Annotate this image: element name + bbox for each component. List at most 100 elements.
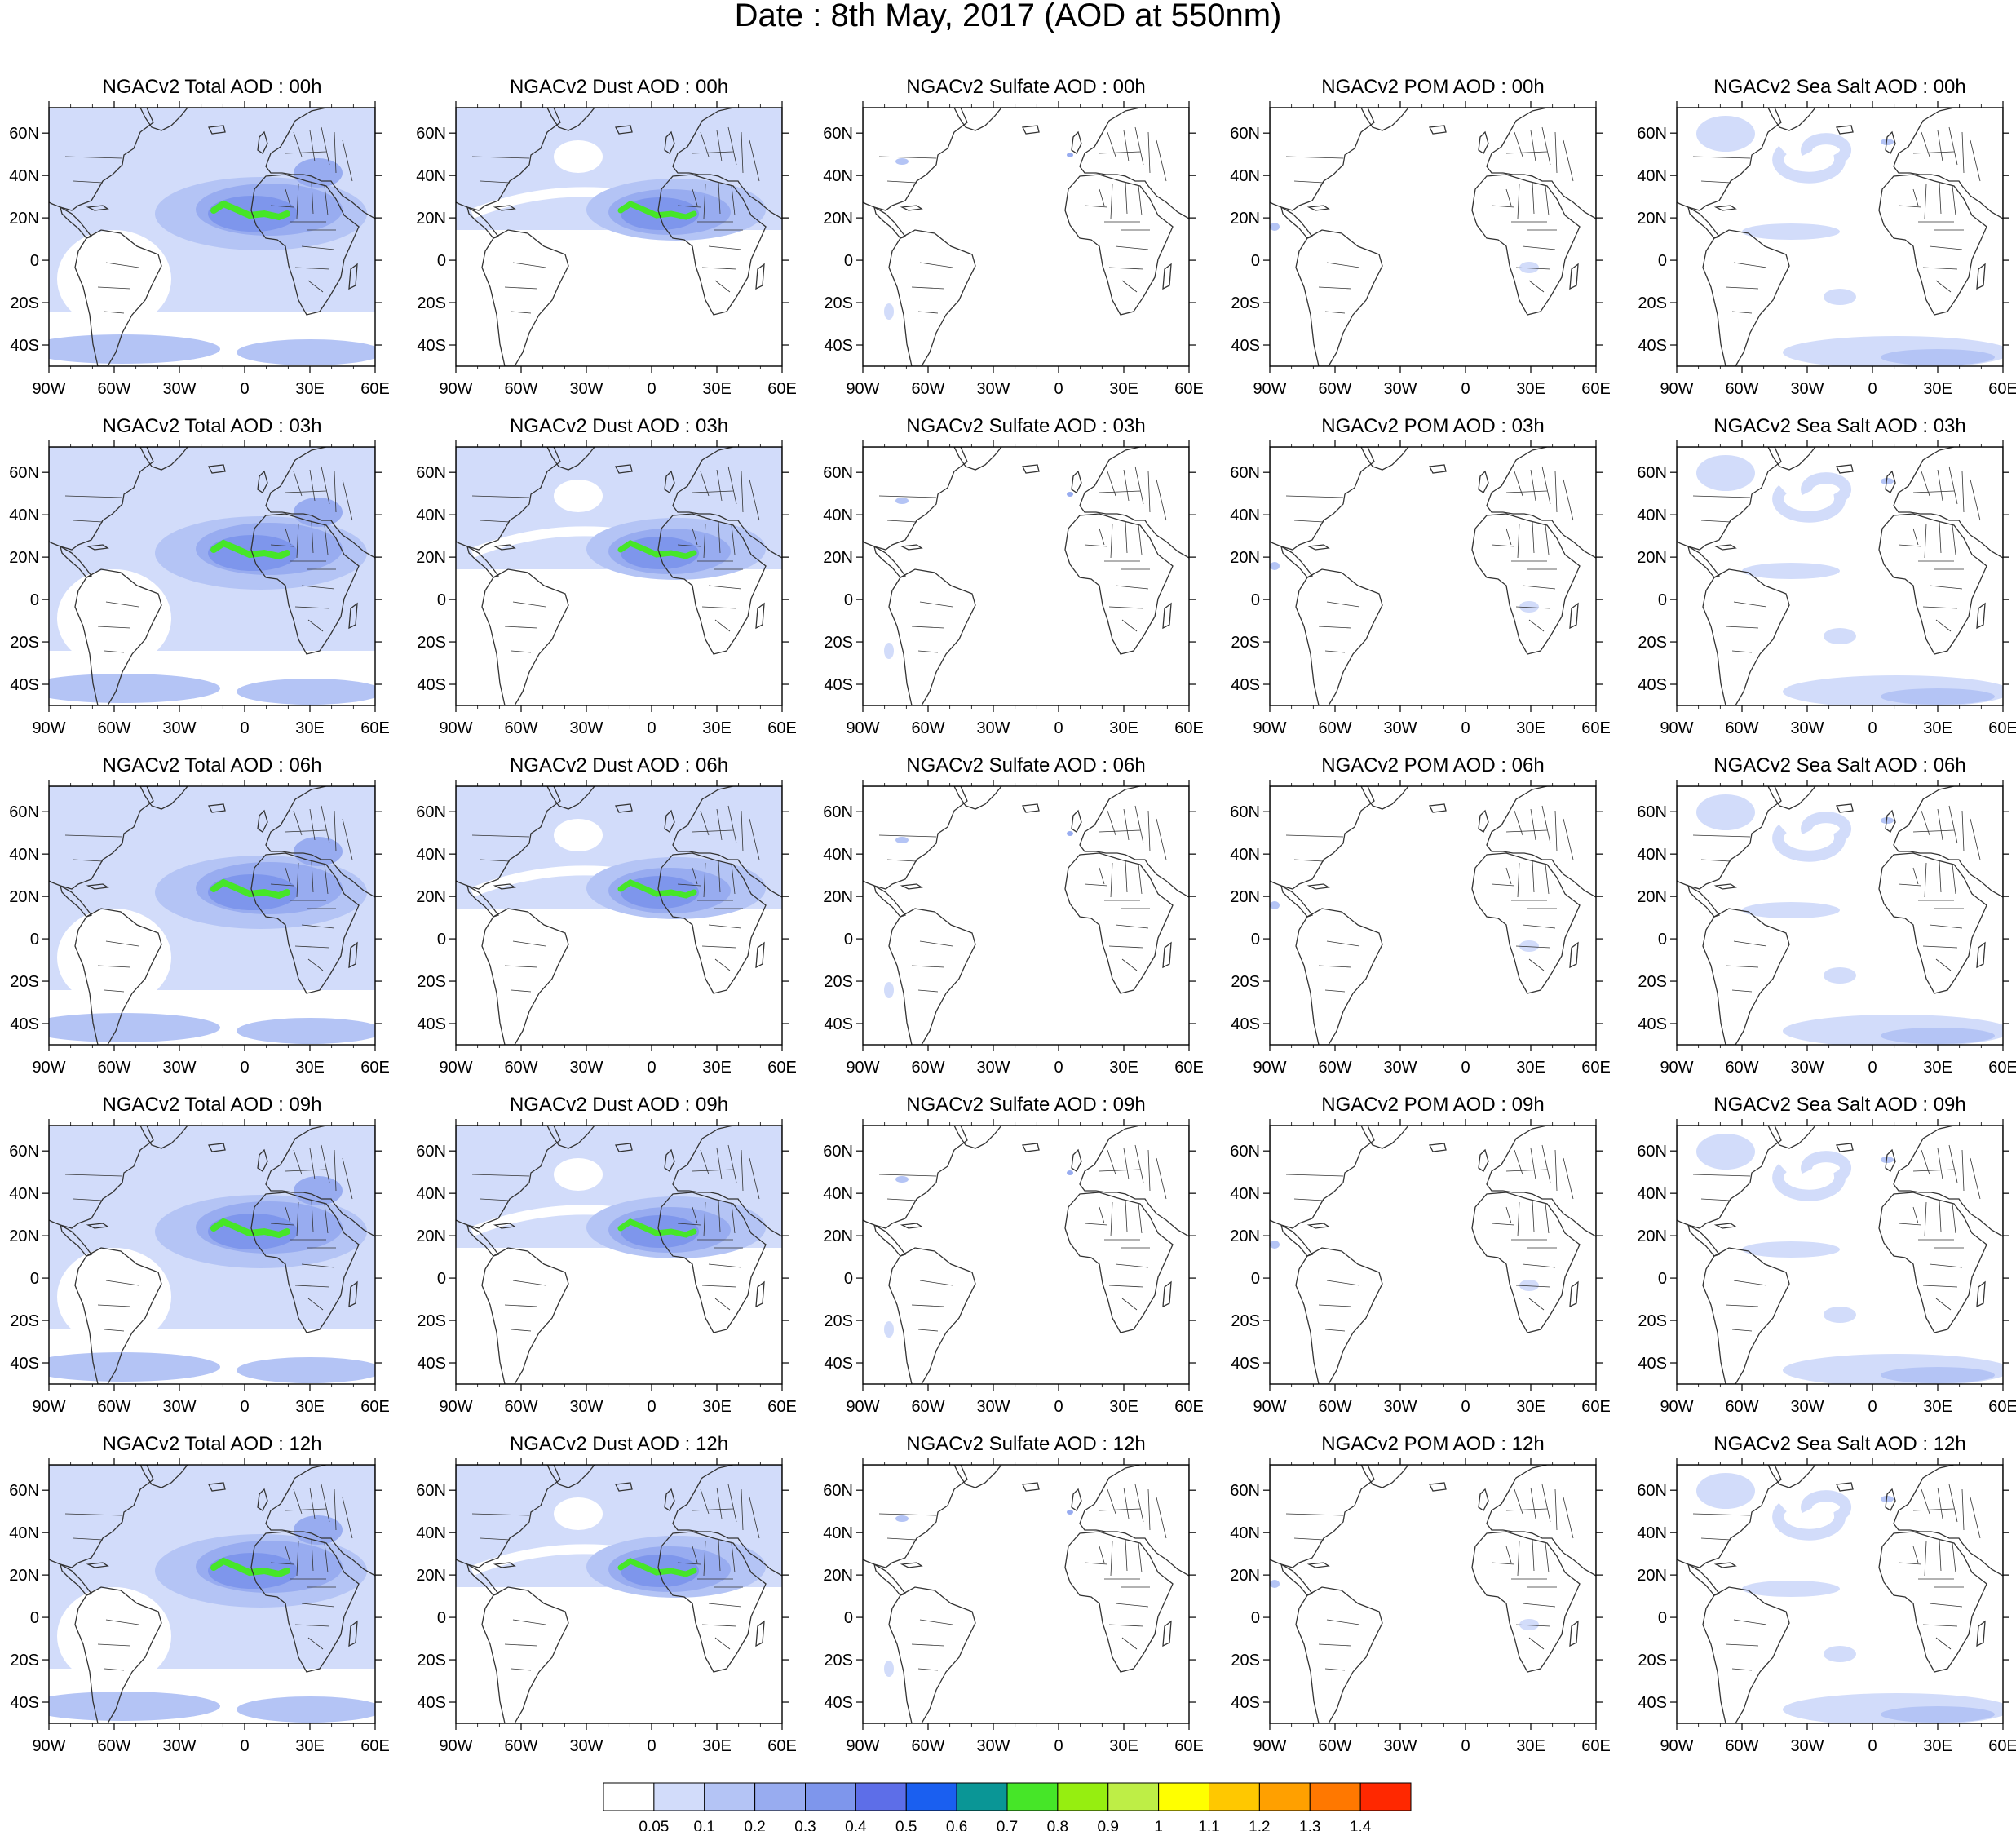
panel-title: NGACv2 Sulfate AOD : 00h <box>906 76 1145 98</box>
lon-tick-label: 30E <box>1109 1737 1138 1755</box>
lon-tick-label: 30E <box>295 719 325 737</box>
lon-tick-label: 60E <box>1581 380 1611 398</box>
lat-tick-label: 20S <box>1638 1312 1667 1330</box>
lon-tick-label: 30W <box>162 1398 196 1416</box>
lat-tick-label: 20N <box>416 210 446 228</box>
map-area <box>49 447 375 705</box>
panel-dust-r4: NGACv2 Dust AOD : 12h 90W 60W 30W 0 30E 60E 60N… <box>416 1433 797 1755</box>
map-frame <box>862 1464 1190 1724</box>
map-frame <box>862 446 1190 706</box>
lon-tick-label: 30E <box>1923 1737 1952 1755</box>
lon-tick-label: 30E <box>295 380 325 398</box>
lat-tick-label: 60N <box>1230 1143 1260 1161</box>
lon-tick-label: 30W <box>569 1059 603 1077</box>
lat-tick-label: 40S <box>10 676 39 694</box>
map-area <box>456 447 782 705</box>
lon-tick-label: 90W <box>1253 1737 1286 1755</box>
panel-sulfate-r2: NGACv2 Sulfate AOD : 06h 90W 60W 30W 0 30E 60E… <box>823 754 1204 1077</box>
lon-tick-label: 60W <box>97 719 130 737</box>
lon-tick-label: 60W <box>504 1059 537 1077</box>
lat-tick-label: 20S <box>1638 634 1667 652</box>
lon-tick-label: 90W <box>846 1398 879 1416</box>
lat-tick-label: 0 <box>1251 1270 1260 1288</box>
lon-tick-label: 90W <box>32 1737 65 1755</box>
lat-tick-label: 40S <box>417 1015 446 1033</box>
lon-tick-label: 30E <box>1109 1059 1138 1077</box>
lat-tick-label: 40N <box>1230 1524 1260 1542</box>
panel-pom-r3: NGACv2 POM AOD : 09h 90W 60W 30W 0 30E 60E 60N 4… <box>1230 1094 1611 1416</box>
lat-tick-label: 40S <box>824 1015 853 1033</box>
panel-title: NGACv2 Dust AOD : 06h <box>510 754 728 776</box>
panel-title: NGACv2 Total AOD : 06h <box>102 754 321 776</box>
lon-tick-label: 60W <box>504 1398 537 1416</box>
panel-total-r3: NGACv2 Total AOD : 09h 90W 60W 30W 0 30E 60E 60… <box>9 1094 390 1416</box>
lat-tick-label: 60N <box>1637 464 1667 482</box>
panel-title: NGACv2 Sea Salt AOD : 09h <box>1713 1094 1965 1116</box>
lat-tick-label: 60N <box>1230 464 1260 482</box>
lon-tick-label: 30E <box>1516 1737 1545 1755</box>
panel-sulfate-r0: NGACv2 Sulfate AOD : 00h 90W 60W 30W 0 30E 60E… <box>823 76 1204 398</box>
panel-pom-r4: NGACv2 POM AOD : 12h 90W 60W 30W 0 30E 60E 60N 4… <box>1230 1433 1611 1755</box>
lon-tick-label: 60W <box>1318 719 1351 737</box>
colorbar-box <box>704 1782 756 1811</box>
lon-tick-label: 30E <box>702 1059 732 1077</box>
map-frame <box>1676 107 2004 367</box>
lat-tick-label: 20S <box>10 294 39 312</box>
panel-pom-r2: NGACv2 POM AOD : 06h 90W 60W 30W 0 30E 60E 60N 4… <box>1230 754 1611 1077</box>
lon-tick-label: 60E <box>360 719 390 737</box>
lon-tick-label: 60W <box>1725 380 1758 398</box>
lon-tick-label: 60W <box>1725 1737 1758 1755</box>
lon-tick-label: 60W <box>1725 719 1758 737</box>
lon-tick-label: 60W <box>911 1398 944 1416</box>
lon-tick-label: 30W <box>162 380 196 398</box>
lon-tick-label: 30W <box>1383 1737 1417 1755</box>
lat-tick-label: 20N <box>823 1567 853 1585</box>
map-frame <box>48 785 376 1046</box>
panel-title: NGACv2 Total AOD : 12h <box>102 1433 321 1455</box>
lat-tick-label: 40S <box>1638 1355 1667 1373</box>
lat-tick-label: 60N <box>416 1143 446 1161</box>
lon-tick-label: 60E <box>767 380 797 398</box>
lat-tick-label: 40N <box>9 1185 39 1203</box>
lat-tick-label: 0 <box>1251 931 1260 949</box>
lon-tick-label: 0 <box>1461 1398 1470 1416</box>
lon-tick-label: 60W <box>1318 1737 1351 1755</box>
lon-tick-label: 60W <box>97 380 130 398</box>
lon-tick-label: 60W <box>911 1737 944 1755</box>
lat-tick-label: 60N <box>9 464 39 482</box>
lat-tick-label: 60N <box>823 125 853 143</box>
lon-tick-label: 60E <box>360 1398 390 1416</box>
lon-tick-label: 0 <box>1054 1398 1063 1416</box>
map-area <box>863 1465 1189 1723</box>
lon-tick-label: 30W <box>162 719 196 737</box>
lat-tick-label: 20S <box>10 973 39 991</box>
lat-tick-label: 20N <box>823 210 853 228</box>
lat-tick-label: 40N <box>1230 846 1260 864</box>
lon-tick-label: 30E <box>702 380 732 398</box>
lon-tick-label: 30W <box>1383 1398 1417 1416</box>
lat-tick-label: 20S <box>824 973 853 991</box>
lon-tick-label: 30E <box>702 1737 732 1755</box>
lat-tick-label: 40S <box>1231 1694 1260 1712</box>
panel-dust-r3: NGACv2 Dust AOD : 09h 90W 60W 30W 0 30E 60E 60N… <box>416 1094 797 1416</box>
lon-tick-label: 0 <box>647 1059 656 1077</box>
map-area <box>863 108 1189 366</box>
lon-tick-label: 60E <box>1581 1398 1611 1416</box>
panel-sulfate-r1: NGACv2 Sulfate AOD : 03h 90W 60W 30W 0 30E 60E… <box>823 415 1204 737</box>
map-area <box>49 108 375 366</box>
lon-tick-label: 30E <box>702 719 732 737</box>
lon-tick-label: 60W <box>911 380 944 398</box>
lat-tick-label: 20S <box>1638 973 1667 991</box>
lat-tick-label: 20N <box>9 888 39 906</box>
lat-tick-label: 0 <box>437 591 446 609</box>
lat-tick-label: 20N <box>1230 888 1260 906</box>
lat-tick-label: 60N <box>416 1482 446 1500</box>
lon-tick-label: 90W <box>1253 1398 1286 1416</box>
lon-tick-label: 30W <box>1790 1059 1824 1077</box>
lon-tick-label: 60E <box>1988 380 2016 398</box>
lon-tick-label: 60E <box>767 1398 797 1416</box>
panel-total-r4: NGACv2 Total AOD : 12h 90W 60W 30W 0 30E 60E 60… <box>9 1433 390 1755</box>
lon-tick-label: 90W <box>846 1059 879 1077</box>
lat-tick-label: 0 <box>437 1609 446 1627</box>
lat-tick-label: 60N <box>9 125 39 143</box>
